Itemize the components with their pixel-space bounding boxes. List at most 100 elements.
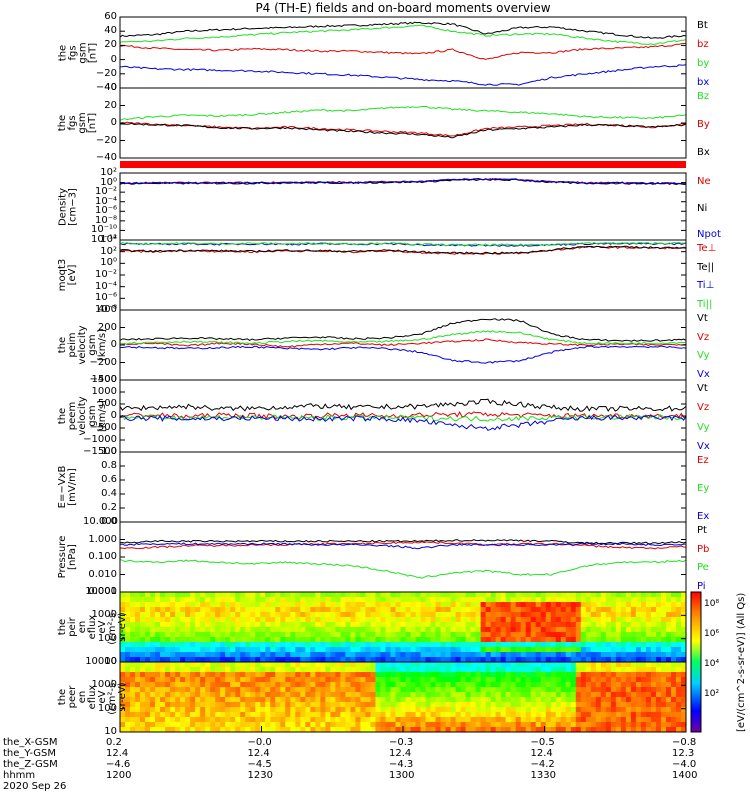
spectrogram-cell: [245, 632, 251, 638]
spectrogram-cell: [615, 657, 622, 663]
spectrogram-cell: [500, 622, 507, 628]
spectrogram-cell: [325, 667, 331, 673]
spectrogram-cell: [385, 657, 391, 663]
spectrogram-cell: [500, 597, 507, 603]
spectrogram-cell: [565, 642, 572, 648]
spectrogram-cell: [320, 637, 326, 643]
spectrogram-cell: [250, 677, 256, 683]
spectrogram-cell: [615, 687, 622, 693]
spectrogram-cell: [570, 662, 577, 668]
y-axis-label-line: [nPa]: [67, 544, 78, 570]
y-tick-label: 10⁻¹⁰: [90, 224, 117, 236]
spectrogram-cell: [545, 627, 552, 633]
spectrogram-cell: [200, 647, 206, 653]
spectrogram-cell: [440, 622, 446, 628]
spectrogram-cell: [360, 602, 366, 608]
spectrogram-cell: [505, 622, 512, 628]
spectrogram-cell: [340, 692, 346, 698]
spectrogram-cell: [655, 617, 662, 623]
spectrogram-cell: [625, 622, 632, 628]
spectrogram-cell: [435, 637, 441, 643]
spectrogram-cell: [655, 632, 662, 638]
spectrogram-cell: [170, 707, 176, 713]
spectrogram-cell: [405, 687, 411, 693]
spectrogram-cell: [170, 672, 176, 678]
spectrogram-cell: [460, 647, 467, 653]
spectrogram-cell: [525, 597, 532, 603]
spectrogram-cell: [185, 642, 191, 648]
spectrogram-cell: [150, 622, 156, 628]
spectrogram-cell: [630, 637, 637, 643]
spectrogram-cell: [170, 717, 176, 723]
y-axis-label-line: [km/s]: [97, 329, 108, 361]
spectrogram-cell: [485, 637, 492, 643]
spectrogram-cell: [210, 697, 216, 703]
spectrogram-cell: [360, 592, 366, 598]
spectrogram-cell: [585, 662, 592, 668]
spectrogram-cell: [645, 652, 652, 658]
spectrogram-cell: [345, 687, 351, 693]
spectrogram-cell: [645, 727, 652, 733]
spectrogram-cell: [625, 617, 632, 623]
spectrogram-cell: [340, 682, 346, 688]
spectrogram-cell: [475, 597, 482, 603]
spectrogram-cell: [165, 667, 171, 673]
spectrogram-cell: [415, 702, 421, 708]
spectrogram-cell: [275, 617, 281, 623]
spectrogram-cell: [325, 662, 331, 668]
spectrogram-cell: [560, 657, 567, 663]
spectrogram-cell: [500, 672, 507, 678]
spectrogram-cell: [645, 657, 652, 663]
spectrogram-cell: [320, 682, 326, 688]
spectrogram-cell: [245, 657, 251, 663]
spectrogram-cell: [185, 617, 191, 623]
spectrogram-cell: [375, 652, 381, 658]
spectrogram-cell: [255, 727, 261, 733]
spectrogram-cell: [335, 607, 341, 613]
legend-vz: Vz: [697, 402, 710, 414]
spectrogram-cell: [415, 597, 421, 603]
spectrogram-cell: [565, 687, 572, 693]
spectrogram-cell: [625, 712, 632, 718]
spectrogram-cell: [465, 612, 472, 618]
spectrogram-cell: [495, 657, 502, 663]
spectrogram-cell: [285, 637, 291, 643]
spectrogram-cell: [230, 682, 236, 688]
spectrogram-cell: [555, 692, 562, 698]
spectrogram-cell: [505, 602, 512, 608]
series-line-by: [119, 24, 687, 46]
spectrogram-cell: [445, 627, 451, 633]
series-line-pe: [119, 559, 687, 579]
spectrogram-cell: [420, 622, 426, 628]
spectrogram-cell: [305, 602, 311, 608]
spectrogram-cell: [490, 632, 497, 638]
spectrogram-cell: [570, 667, 577, 673]
spectrogram-cell: [615, 722, 622, 728]
spectrogram-cell: [530, 717, 537, 723]
spectrogram-cell: [290, 722, 296, 728]
spectrogram-cell: [375, 617, 381, 623]
y-tick-label: −1000: [83, 434, 117, 445]
spectrogram-cell: [395, 702, 401, 708]
spectrogram-cell: [250, 662, 256, 668]
spectrogram-cell: [120, 672, 126, 678]
legend-ti⊥: Ti⊥: [697, 280, 715, 292]
spectrogram-cell: [585, 627, 592, 633]
spectrogram-cell: [375, 667, 381, 673]
spectrogram-cell: [330, 602, 336, 608]
spectrogram-cell: [165, 647, 171, 653]
spectrogram-cell: [630, 627, 637, 633]
spectrogram-cell: [195, 672, 201, 678]
panel-3: [119, 239, 687, 311]
spectrogram-cell: [250, 622, 256, 628]
spectrogram-cell: [205, 627, 211, 633]
spectrogram-cell: [290, 712, 296, 718]
spectrogram-cell: [310, 702, 316, 708]
spectrogram-cell: [310, 597, 316, 603]
spectrogram-cell: [185, 602, 191, 608]
spectrogram-cell: [535, 672, 542, 678]
spectrogram-cell: [280, 612, 286, 618]
spectrogram-cell: [245, 637, 251, 643]
spectrogram-cell: [495, 672, 502, 678]
spectrogram-cell: [500, 707, 507, 713]
